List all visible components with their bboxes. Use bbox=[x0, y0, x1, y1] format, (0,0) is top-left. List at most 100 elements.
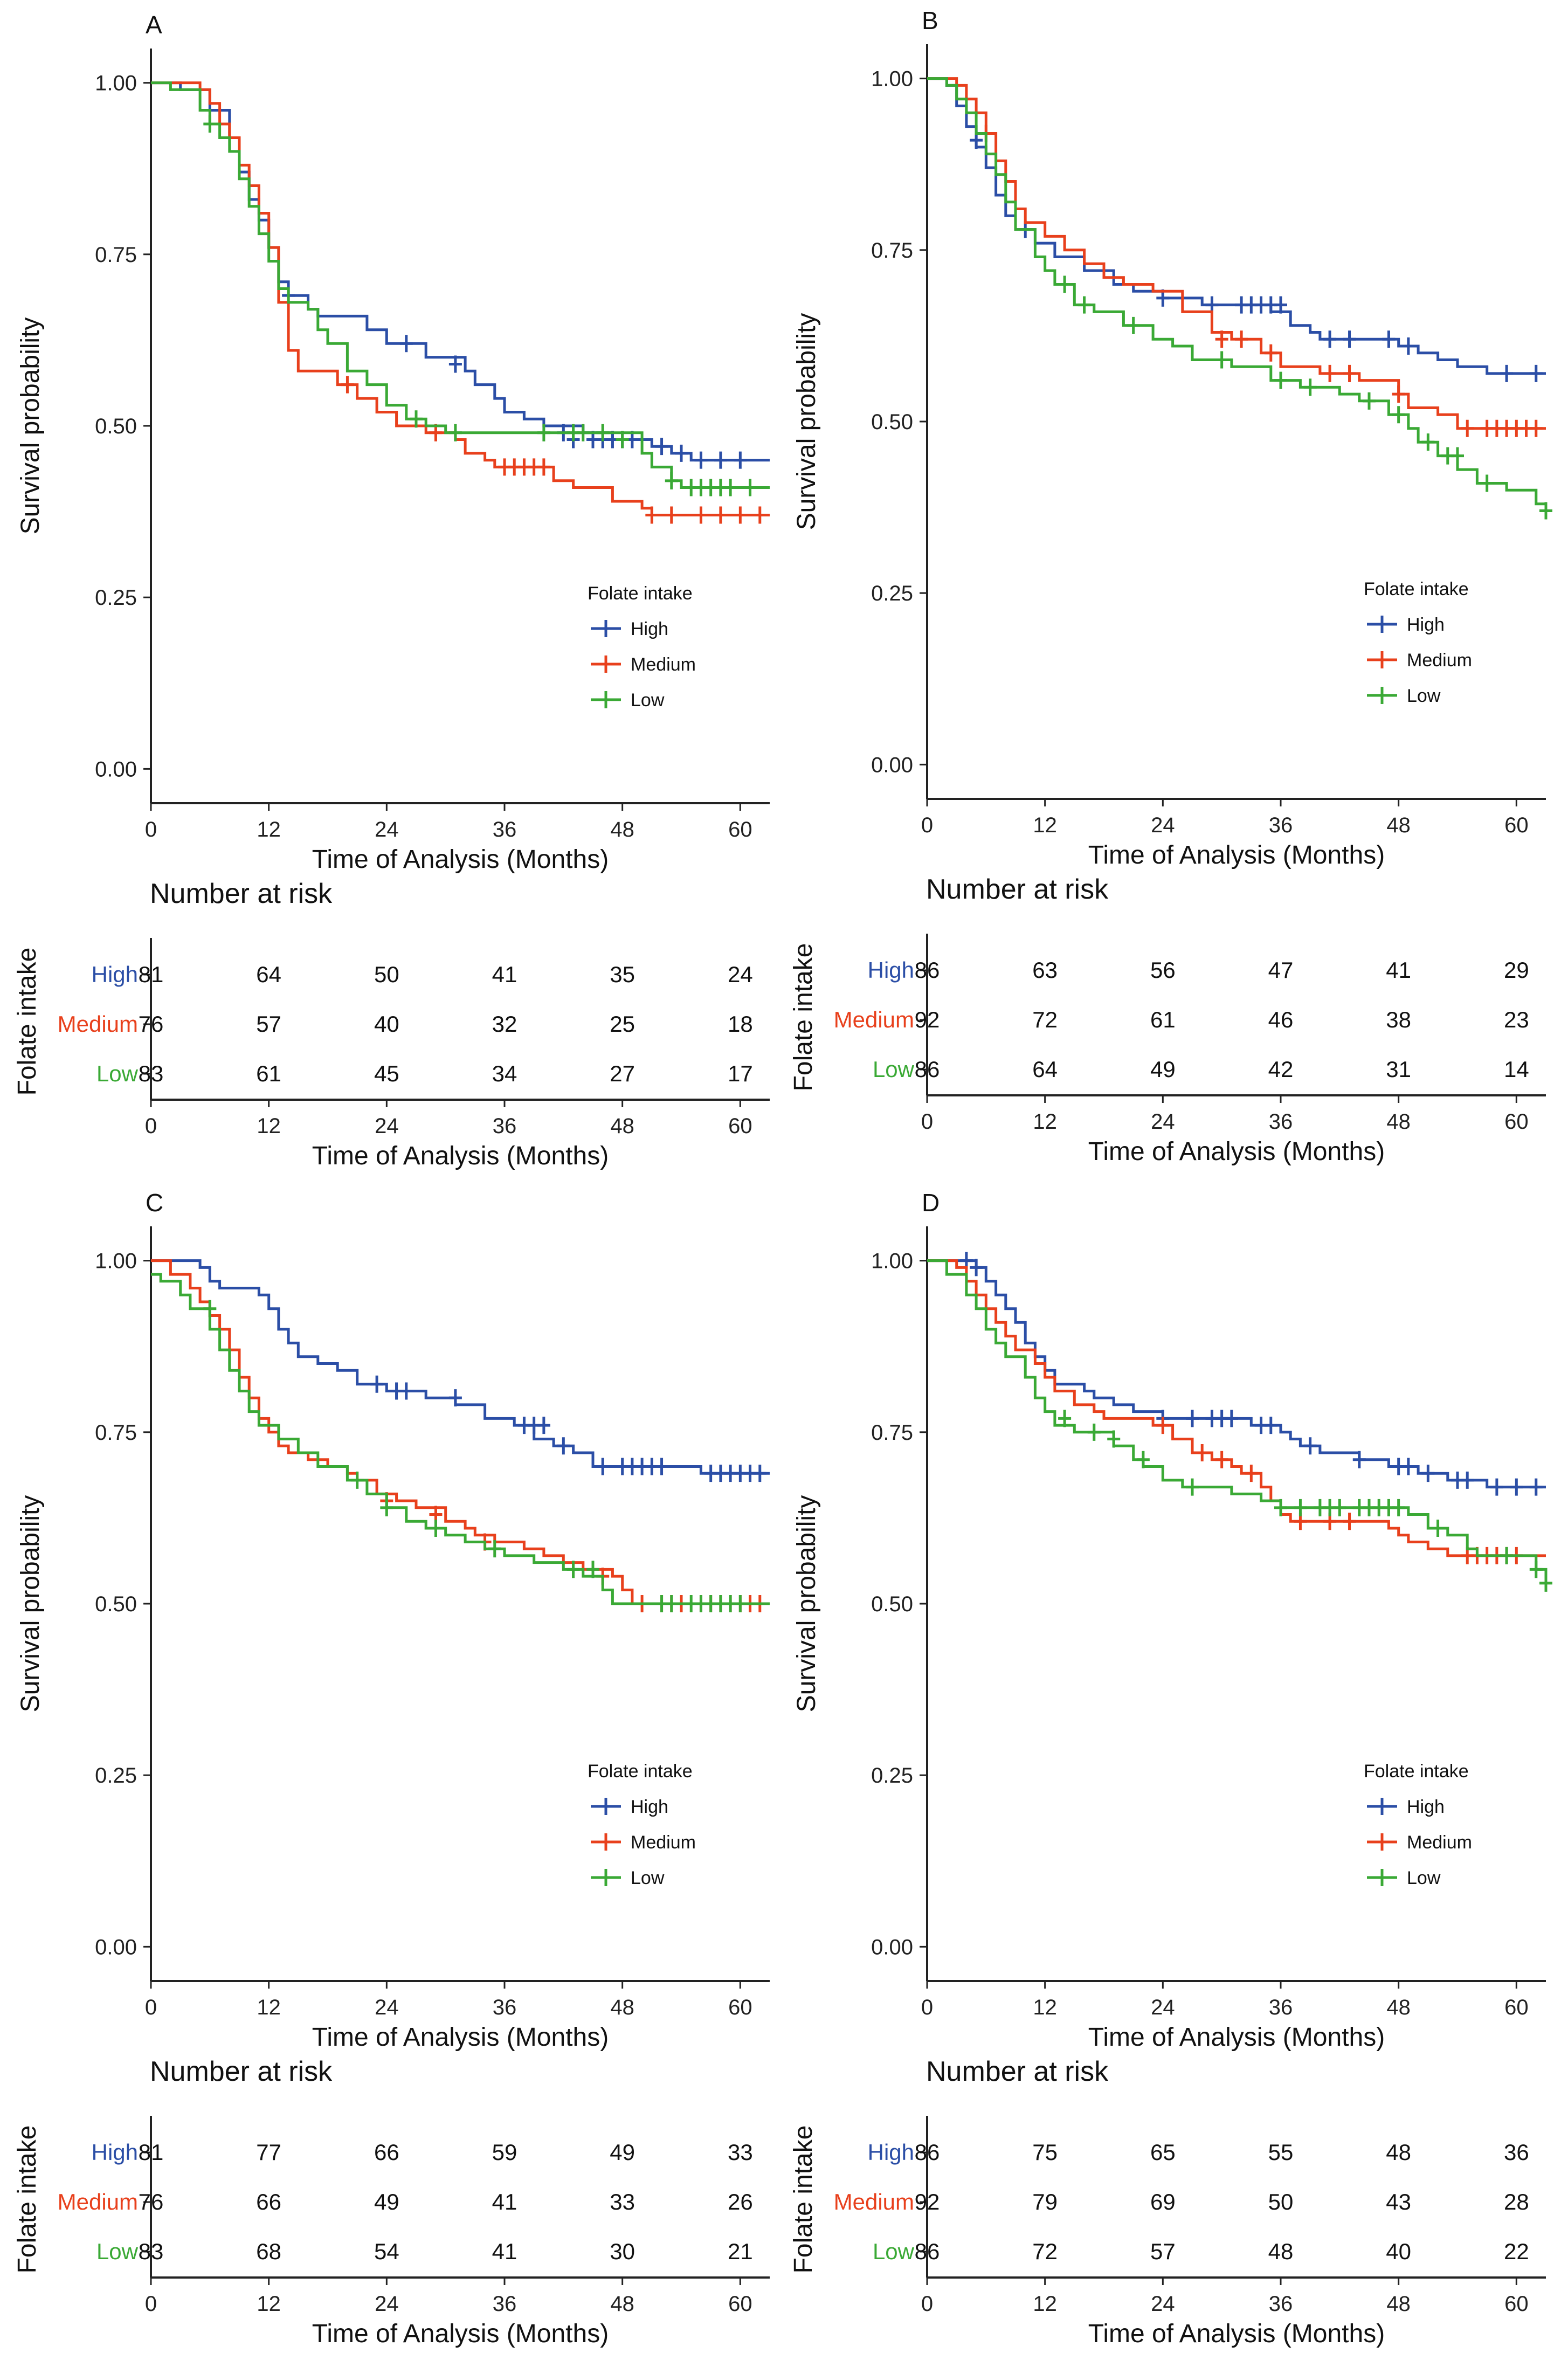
risk-count: 50 bbox=[1268, 2189, 1294, 2214]
censor-mark-high bbox=[448, 355, 462, 373]
risk-row-label-high: High bbox=[92, 962, 138, 987]
censor-mark-low bbox=[1529, 1561, 1543, 1578]
risk-count: 21 bbox=[728, 2239, 753, 2264]
censor-mark-high bbox=[655, 438, 668, 456]
censor-mark-low bbox=[537, 424, 550, 441]
y-tick-label: 0.25 bbox=[95, 586, 137, 610]
risk-count: 45 bbox=[374, 1061, 399, 1086]
censor-mark-medium bbox=[1264, 344, 1277, 362]
censor-mark-low bbox=[410, 410, 423, 428]
censor-mark-high bbox=[1490, 1478, 1503, 1496]
y-axis-label: Survival probability bbox=[792, 1495, 821, 1713]
risk-count: 57 bbox=[256, 1011, 281, 1037]
risk-count: 47 bbox=[1268, 957, 1294, 983]
risk-row-label-low: Low bbox=[96, 1061, 139, 1086]
legend-label-high: High bbox=[631, 1797, 668, 1817]
censor-mark-high bbox=[1274, 296, 1287, 314]
risk-table-x-label: Time of Analysis (Months) bbox=[312, 2320, 609, 2348]
survival-curve-low bbox=[151, 81, 770, 489]
censor-mark-low bbox=[448, 424, 462, 441]
censor-mark-medium bbox=[645, 506, 659, 524]
risk-count: 43 bbox=[1386, 2189, 1411, 2214]
x-tick-label: 48 bbox=[610, 818, 634, 841]
y-tick-label: 0.00 bbox=[871, 753, 913, 777]
legend-key-low bbox=[591, 1869, 621, 1886]
risk-count: 40 bbox=[374, 1011, 399, 1037]
risk-count: 33 bbox=[610, 2189, 635, 2214]
legend-label-high: High bbox=[1407, 1797, 1445, 1817]
censor-mark-high bbox=[753, 1465, 766, 1482]
risk-count: 65 bbox=[1150, 2140, 1176, 2165]
censor-mark-high bbox=[596, 1458, 610, 1475]
risk-row-label-high: High bbox=[92, 2140, 138, 2165]
censor-mark-high bbox=[448, 1389, 462, 1407]
risk-row-label-low: Low bbox=[873, 2239, 915, 2264]
risk-count: 59 bbox=[492, 2140, 517, 2165]
risk-row-label-medium: Medium bbox=[834, 2189, 914, 2214]
censor-mark-low bbox=[1274, 1499, 1287, 1516]
censor-mark-low bbox=[1127, 316, 1140, 334]
risk-row-label-medium: Medium bbox=[834, 1007, 914, 1032]
legend-key-medium bbox=[591, 1833, 621, 1851]
legend-key-medium bbox=[591, 655, 621, 673]
risk-x-tick-label: 48 bbox=[1386, 2292, 1411, 2316]
censor-mark-medium bbox=[1235, 330, 1248, 348]
legend-key-high bbox=[591, 1798, 621, 1815]
risk-count: 28 bbox=[1504, 2189, 1529, 2214]
y-axis-label: Survival probability bbox=[16, 1495, 45, 1713]
y-tick-label: 0.50 bbox=[871, 410, 913, 434]
risk-table-y-label: Folate intake bbox=[13, 2126, 42, 2274]
risk-x-tick-label: 48 bbox=[610, 2292, 634, 2316]
risk-count: 75 bbox=[1032, 2140, 1058, 2165]
risk-count: 66 bbox=[256, 2189, 281, 2214]
censor-mark-low bbox=[665, 472, 678, 489]
risk-row-label-low: Low bbox=[96, 2239, 139, 2264]
risk-count: 18 bbox=[728, 1011, 753, 1037]
risk-x-tick-label: 24 bbox=[375, 2292, 399, 2316]
risk-x-tick-label: 12 bbox=[257, 1114, 281, 1138]
censor-mark-low bbox=[1539, 1574, 1552, 1592]
legend-label-high: High bbox=[1407, 615, 1445, 635]
legend-title: Folate intake bbox=[588, 1761, 693, 1782]
panel-label: C bbox=[146, 1189, 163, 1217]
x-tick-label: 12 bbox=[257, 1996, 281, 2019]
risk-count: 38 bbox=[1386, 1007, 1411, 1032]
y-axis-label: Survival probability bbox=[792, 313, 821, 530]
x-tick-label: 60 bbox=[1504, 813, 1529, 837]
risk-x-tick-label: 60 bbox=[1504, 2292, 1529, 2316]
censor-mark-low bbox=[1539, 502, 1552, 520]
y-tick-label: 0.00 bbox=[871, 1935, 913, 1959]
legend-key-low bbox=[1367, 1869, 1397, 1886]
risk-count: 64 bbox=[1032, 1057, 1058, 1082]
risk-row-label-medium: Medium bbox=[58, 2189, 138, 2214]
risk-x-tick-label: 24 bbox=[1151, 1110, 1175, 1134]
censor-mark-high bbox=[1401, 337, 1415, 355]
x-axis-label: Time of Analysis (Months) bbox=[1088, 841, 1385, 869]
risk-row-label-low: Low bbox=[873, 1057, 915, 1082]
legend-label-low: Low bbox=[1407, 1868, 1441, 1888]
risk-count: 66 bbox=[374, 2140, 399, 2165]
risk-x-tick-label: 12 bbox=[1033, 1110, 1057, 1134]
censor-mark-low bbox=[1451, 447, 1464, 465]
x-tick-label: 0 bbox=[145, 818, 157, 841]
censor-mark-high bbox=[1382, 330, 1396, 348]
legend-title: Folate intake bbox=[1364, 579, 1469, 599]
risk-count: 42 bbox=[1268, 1057, 1294, 1082]
risk-x-tick-label: 0 bbox=[145, 1114, 157, 1138]
risk-x-tick-label: 24 bbox=[375, 1114, 399, 1138]
legend-key-low bbox=[591, 691, 621, 708]
risk-count: 48 bbox=[1386, 2140, 1411, 2165]
x-tick-label: 24 bbox=[375, 1996, 399, 2019]
panel-c: C 0.00 0.25 0.50 0.75 1.00 0 12 24 36 48 60 Time of … bbox=[13, 1189, 770, 2348]
x-tick-label: 36 bbox=[1269, 813, 1293, 837]
risk-x-tick-label: 60 bbox=[728, 1114, 752, 1138]
censor-mark-medium bbox=[714, 506, 727, 524]
censor-mark-high bbox=[734, 451, 747, 469]
risk-count: 64 bbox=[256, 962, 281, 987]
risk-count: 24 bbox=[728, 962, 753, 987]
risk-count: 41 bbox=[492, 2189, 517, 2214]
censor-mark-high bbox=[1461, 1471, 1474, 1489]
censor-mark-medium bbox=[1215, 330, 1228, 348]
censor-mark-low bbox=[1431, 1520, 1445, 1537]
censor-mark-low bbox=[1421, 433, 1435, 451]
